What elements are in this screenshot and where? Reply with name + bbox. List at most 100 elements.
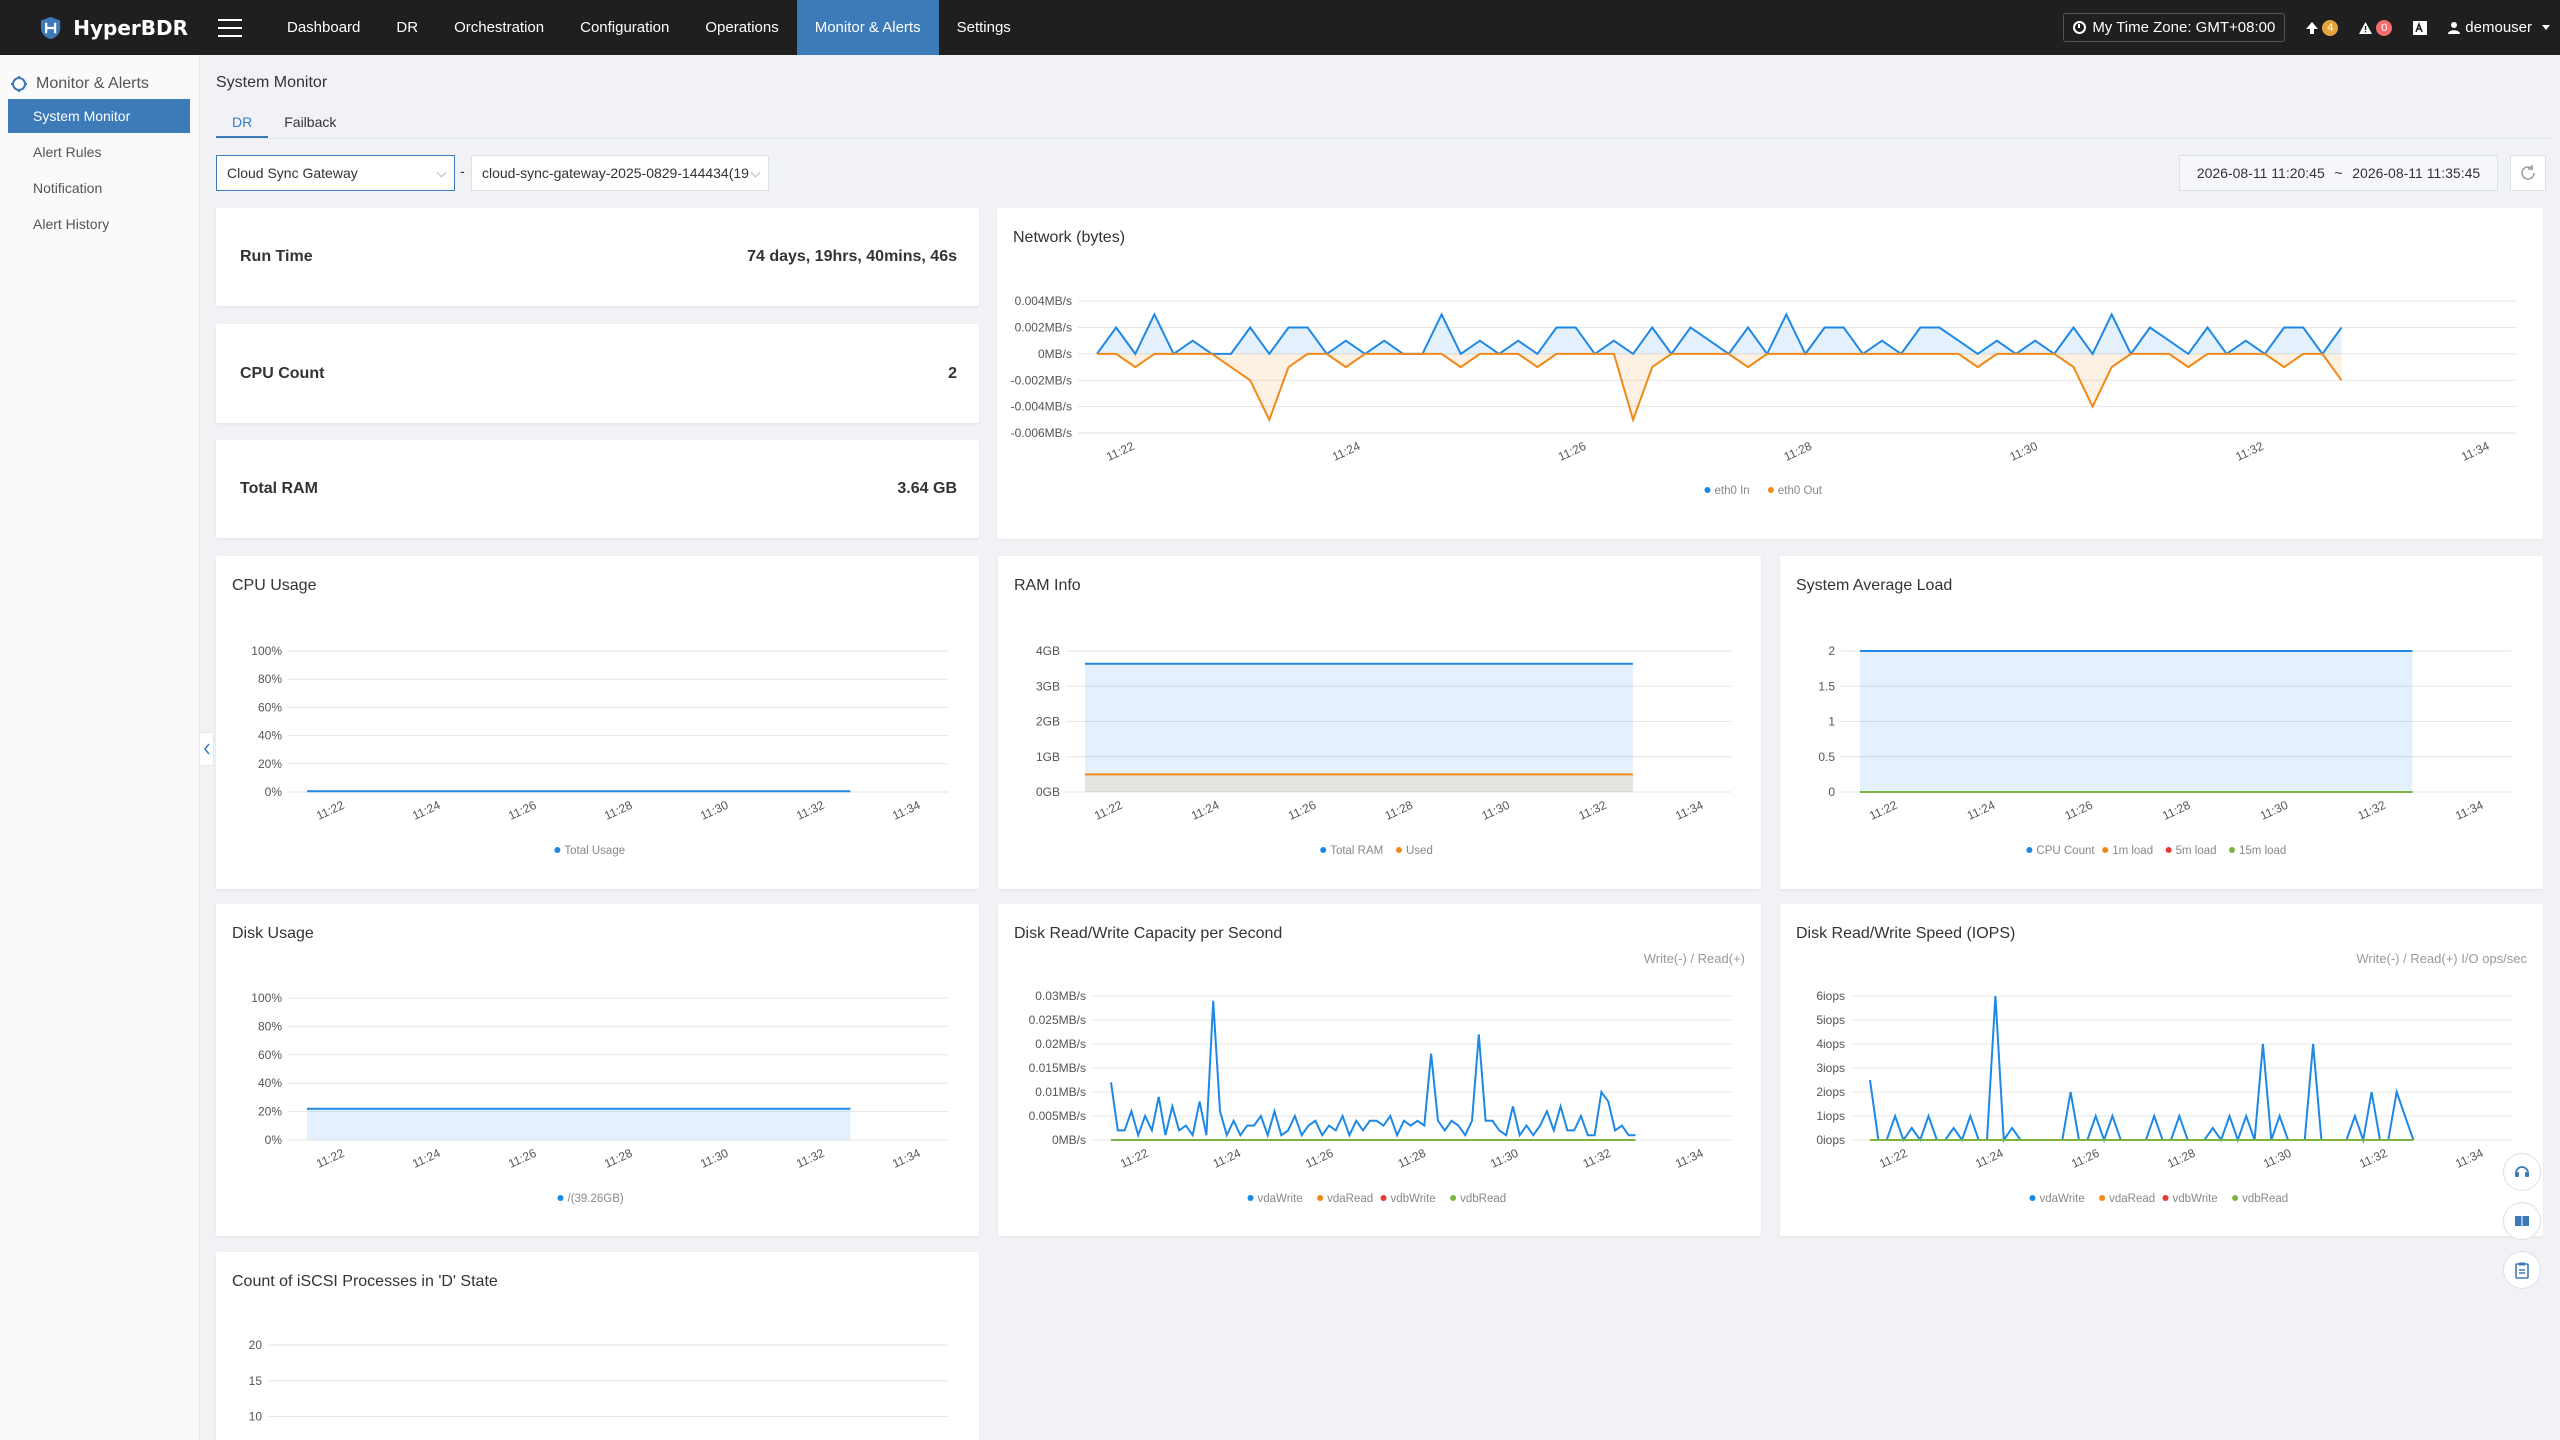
timezone-button[interactable]: My Time Zone: GMT+08:00 xyxy=(2063,13,2286,42)
chart-svg: 100% 80% 60% 40% 20% 0% 11:22 11:24 11:26 11:28 11… xyxy=(251,991,948,1205)
nav-item-orchestration[interactable]: Orchestration xyxy=(454,19,545,36)
chart-title: Disk Read/Write Capacity per Second xyxy=(1014,925,1283,942)
tab-dr[interactable]: DR xyxy=(216,107,269,138)
sidebar-heading-label: Monitor & Alerts xyxy=(36,75,149,92)
sidebar-item-notification[interactable]: Notification xyxy=(33,180,103,196)
series-area xyxy=(1085,663,1633,792)
legend-label[interactable]: CPU Count xyxy=(2036,845,2095,857)
legend-label[interactable]: 15m load xyxy=(2239,845,2286,857)
x-tick-label: 11:28 xyxy=(1396,1146,1429,1171)
nav-item-dashboard[interactable]: Dashboard xyxy=(287,19,361,36)
tab-failback[interactable]: Failback xyxy=(284,114,337,130)
user-menu[interactable]: demouser xyxy=(2448,19,2550,36)
node-type-value: Cloud Sync Gateway xyxy=(227,165,358,181)
x-tick-label: 11:30 xyxy=(698,1146,731,1171)
legend-label[interactable]: vdaRead xyxy=(2109,1193,2155,1205)
x-tick-label: 11:32 xyxy=(794,1146,827,1171)
tasks-button[interactable]: 4 xyxy=(2305,19,2339,36)
y-tick-label: 100% xyxy=(251,644,282,658)
legend-label[interactable]: 5m load xyxy=(2176,845,2217,857)
y-tick-label: 80% xyxy=(258,672,282,686)
x-tick-label: 11:30 xyxy=(1488,1146,1521,1171)
run-time-label: Run Time xyxy=(240,248,313,265)
legend-label[interactable]: Total Usage xyxy=(564,845,625,857)
run-time-card: Run Time 74 days, 19hrs, 40mins, 46s xyxy=(216,208,979,306)
nav-item-settings[interactable]: Settings xyxy=(956,19,1011,36)
legend-marker xyxy=(1380,1195,1387,1201)
nav-item-configuration[interactable]: Configuration xyxy=(580,19,670,36)
legend-label[interactable]: 1m load xyxy=(2112,845,2153,857)
legend-label[interactable]: vdaRead xyxy=(1327,1193,1373,1205)
language-button[interactable] xyxy=(2412,20,2428,36)
legend-label[interactable]: eth0 In xyxy=(1715,485,1750,497)
alerts-button[interactable]: 0 xyxy=(2358,19,2393,36)
series-line xyxy=(1097,352,2343,424)
y-tick-label: 0.02MB/s xyxy=(1035,1037,1086,1051)
y-tick-label: 4GB xyxy=(1036,644,1060,658)
x-tick-label: 11:22 xyxy=(1867,798,1900,823)
sidebar-item-system-monitor[interactable]: System Monitor xyxy=(8,99,190,133)
timezone-label: My Time Zone: GMT+08:00 xyxy=(2092,19,2276,36)
clipboard-button[interactable] xyxy=(2503,1251,2541,1289)
legend-label[interactable]: vdbWrite xyxy=(1391,1193,1436,1205)
legend-label[interactable]: vdaWrite xyxy=(1258,1193,1303,1205)
floating-buttons xyxy=(2503,1153,2541,1300)
support-button[interactable] xyxy=(2503,1153,2541,1191)
refresh-button[interactable] xyxy=(2510,155,2546,191)
x-tick-label: 11:32 xyxy=(1576,798,1609,823)
sidebar-menu: System Monitor Alert Rules Notification Ale… xyxy=(0,99,199,241)
chart-note: Write(-) / Read(+) xyxy=(1643,951,1745,966)
y-tick-label: 0MB/s xyxy=(1052,1133,1086,1147)
upload-arrow-icon xyxy=(2306,21,2319,34)
legend-label[interactable]: vdbWrite xyxy=(2173,1193,2218,1205)
y-tick-label: 2 xyxy=(1828,644,1835,658)
legend-label[interactable]: vdbRead xyxy=(1460,1193,1506,1205)
sidebar-item-alert-history[interactable]: Alert History xyxy=(33,216,110,232)
sidebar-item-alert-rules[interactable]: Alert Rules xyxy=(33,144,102,160)
legend-marker xyxy=(554,847,561,853)
system-load-chart-card: System Average Load 2 1.5 1 0.5 0 11:22 11:24 11… xyxy=(1780,556,2543,889)
x-tick-label: 11:24 xyxy=(1965,798,1998,823)
x-tick-label: 11:30 xyxy=(2007,439,2040,464)
x-tick-label: 11:24 xyxy=(1973,1146,2006,1171)
date-range-picker[interactable]: 2026-08-11 11:20:45 ~ 2026-08-11 11:35:4… xyxy=(2179,155,2498,191)
collapse-sidebar-button[interactable] xyxy=(200,732,214,766)
legend-label[interactable]: /(39.26GB) xyxy=(568,1193,624,1205)
y-tick-label: 6iops xyxy=(1816,989,1845,1003)
y-tick-label: 20% xyxy=(258,1105,282,1119)
chart-legend: Total Usage xyxy=(554,845,625,857)
main-nav: Dashboard DR Orchestration Configuration Ope… xyxy=(269,0,1029,55)
series-area xyxy=(1085,774,1633,792)
x-tick-label: 11:32 xyxy=(794,798,827,823)
legend-label[interactable]: Used xyxy=(1406,845,1433,857)
legend-label[interactable]: Total RAM xyxy=(1330,845,1383,857)
docs-button[interactable] xyxy=(2503,1202,2541,1240)
x-tick-label: 11:24 xyxy=(1211,1146,1244,1171)
menu-toggle-icon[interactable] xyxy=(218,18,242,37)
legend-label[interactable]: vdbRead xyxy=(2242,1193,2288,1205)
top-bar: HyperBDR Dashboard DR Orchestration Configu… xyxy=(0,0,2560,55)
legend-label[interactable]: eth0 Out xyxy=(1778,485,1823,497)
legend-label[interactable]: vdaWrite xyxy=(2040,1193,2085,1205)
chevron-left-icon xyxy=(203,743,210,755)
x-tick-label: 11:22 xyxy=(314,798,347,823)
chart-legend: CPU Count 1m load 5m load 15m load xyxy=(2026,845,2286,857)
series-area xyxy=(1860,651,2413,792)
node-type-select[interactable]: Cloud Sync Gateway xyxy=(216,155,455,191)
chart-legend: /(39.26GB) xyxy=(557,1193,624,1205)
x-tick-label: 11:28 xyxy=(1383,798,1416,823)
legend-marker xyxy=(1450,1195,1457,1201)
y-tick-label: 2GB xyxy=(1036,715,1060,729)
logo[interactable]: HyperBDR xyxy=(38,11,188,45)
nav-item-dr[interactable]: DR xyxy=(396,19,419,36)
x-tick-label: 11:26 xyxy=(1303,1146,1336,1171)
x-tick-label: 11:22 xyxy=(1877,1146,1910,1171)
instance-select[interactable]: cloud-sync-gateway-2025-0829-144434(19 xyxy=(471,155,769,191)
cpu-count-label: CPU Count xyxy=(240,364,325,382)
nav-item-monitor-alerts[interactable]: Monitor & Alerts xyxy=(796,0,939,55)
chart-title: Disk Usage xyxy=(232,925,314,942)
nav-item-operations[interactable]: Operations xyxy=(705,19,779,36)
x-tick-label: 11:26 xyxy=(2069,1146,2102,1171)
legend-marker xyxy=(2229,847,2235,853)
chart-legend: Total RAM Used xyxy=(1320,845,1433,857)
